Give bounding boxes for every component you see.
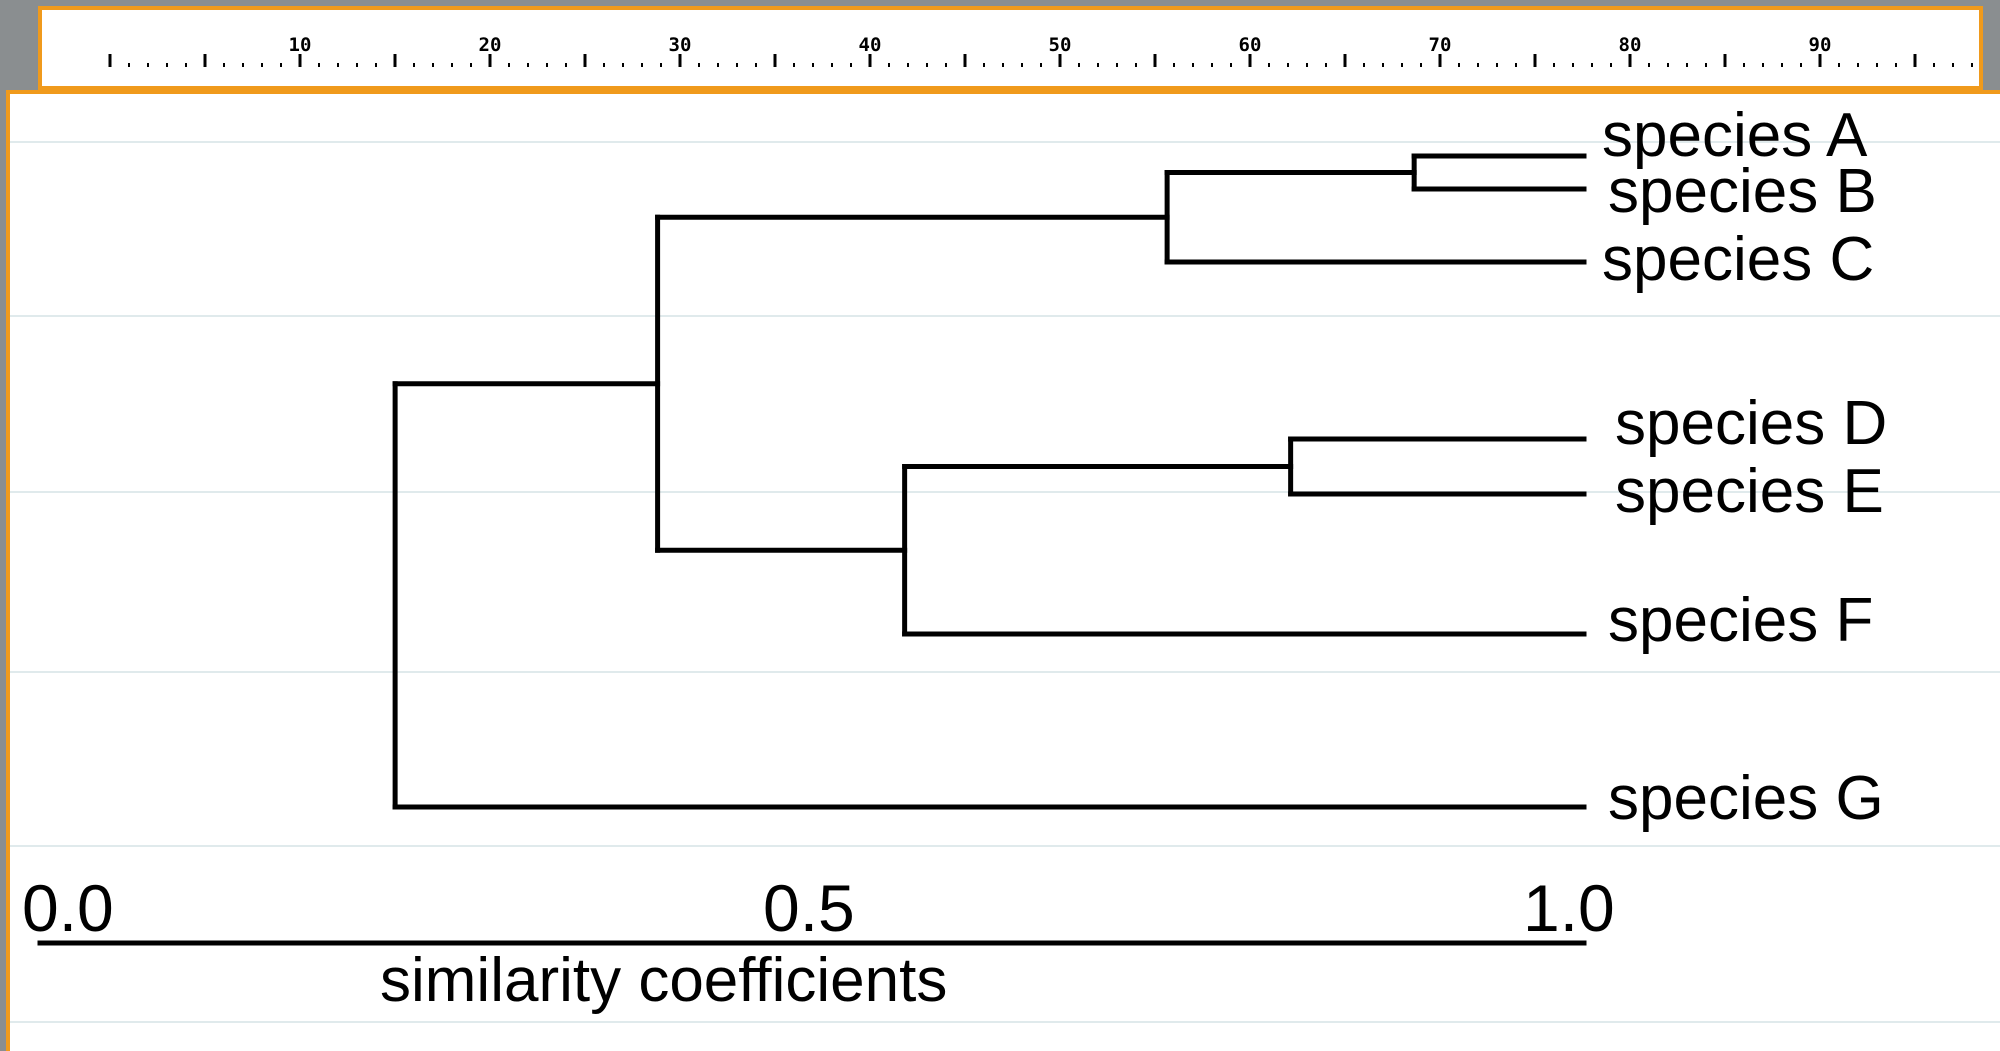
leaf-label-species-d: species D [1615,389,1887,458]
ruler-label: 90 [1809,34,1832,56]
dendrogram-canvas: species A species B species C species D … [6,90,2000,1051]
leaf-label-species-c: species C [1602,225,1874,294]
ruler-scale: 10 20 30 40 50 60 70 80 90 [108,34,1973,67]
leaf-label-species-e: species E [1615,457,1884,526]
dendrogram-branches [392,153,1587,810]
axis-tick-label-0: 0.0 [22,871,114,945]
axis-tick-label-1: 1.0 [1523,871,1615,945]
ruler-panel: 10 20 30 40 50 60 70 80 90 [38,6,1983,90]
ruler-label: 10 [289,34,312,56]
ruler-label: 50 [1049,34,1072,56]
ruler-label: 60 [1239,34,1262,56]
leaf-label-species-f: species F [1608,586,1873,655]
axis-tick-label-0-5: 0.5 [763,871,855,945]
leaf-label-species-a: species A [1602,101,1868,170]
leaf-label-species-g: species G [1608,764,1884,833]
axis-title: similarity coefficients [380,946,947,1015]
ruler-label: 80 [1619,34,1642,56]
ruler-label: 70 [1429,34,1452,56]
leaf-label-species-b: species B [1608,157,1877,226]
ruler-label: 40 [859,34,882,56]
dendrogram: species A species B species C species D … [10,101,2000,1023]
ruler-label: 30 [669,34,692,56]
ruler-label: 20 [479,34,502,56]
